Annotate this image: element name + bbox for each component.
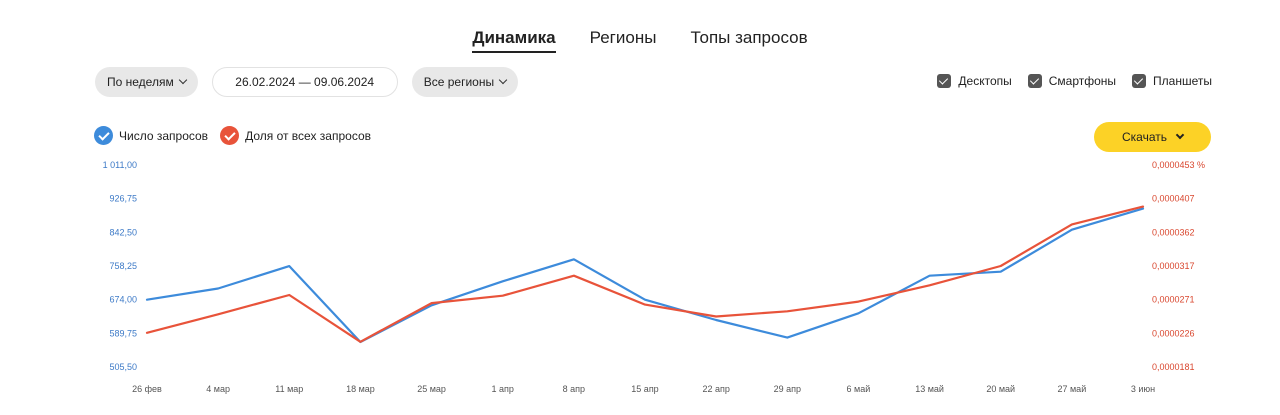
x-tick-label: 15 апр — [631, 384, 658, 394]
y-left-tick-label: 758,25 — [109, 261, 137, 271]
legend-query-share[interactable]: Доля от всех запросов — [220, 126, 371, 145]
x-tick-label: 8 апр — [563, 384, 585, 394]
y-right-tick-label: 0,0000362 — [1152, 227, 1195, 237]
tab-top-queries[interactable]: Топы запросов — [690, 28, 808, 47]
y-right-tick-label: 0,0000226 — [1152, 328, 1195, 338]
checkbox-checked-icon — [937, 74, 952, 88]
series-line-query-share — [145, 205, 1145, 343]
regions-select[interactable]: Все регионы — [411, 67, 519, 97]
x-tick-label: 6 май — [847, 384, 871, 394]
y-right-tick-label: 0,0000181 — [1152, 362, 1195, 372]
x-tick-label: 22 апр — [702, 384, 729, 394]
filter-controls: По неделям 26.02.2024 — 09.06.2024 Все р… — [95, 67, 519, 97]
device-desktop-checkbox[interactable]: Десктопы — [937, 74, 1012, 88]
tab-dynamics[interactable]: Динамика — [472, 28, 556, 53]
x-tick-label: 4 мар — [206, 384, 230, 394]
x-tick-label: 29 апр — [774, 384, 801, 394]
y-left-tick-label: 842,50 — [109, 227, 137, 237]
x-tick-label: 26 фев — [132, 384, 162, 394]
device-filters: Десктопы Смартфоны Планшеты — [937, 74, 1212, 88]
legend-query-count[interactable]: Число запросов — [94, 126, 208, 145]
y-right-tick-label: 0,0000317 — [1152, 261, 1195, 271]
download-button-label: Скачать — [1122, 130, 1167, 144]
device-smartphone-checkbox[interactable]: Смартфоны — [1027, 74, 1117, 88]
y-left-tick-label: 926,75 — [109, 194, 137, 204]
y-right-tick-label: 0,0000271 — [1152, 295, 1195, 305]
y-left-tick-label: 1 011,00 — [103, 160, 137, 170]
check-circle-icon — [220, 126, 240, 145]
device-tablet-label: Планшеты — [1153, 74, 1212, 88]
device-tablet-checkbox[interactable]: Планшеты — [1132, 74, 1212, 88]
checkbox-checked-icon — [1132, 74, 1147, 88]
series-line-query-count — [145, 207, 1145, 344]
check-circle-icon — [94, 126, 113, 145]
x-tick-label: 18 мар — [346, 384, 375, 394]
x-tick-label: 3 июн — [1131, 384, 1155, 394]
tab-regions[interactable]: Регионы — [589, 28, 657, 47]
y-left-tick-label: 589,75 — [109, 328, 137, 338]
x-tick-label: 13 май — [915, 384, 944, 394]
legend-query-share-label: Доля от всех запросов — [245, 128, 371, 143]
x-tick-label: 25 мар — [417, 384, 446, 394]
legend-query-count-label: Число запросов — [119, 128, 209, 143]
tabs: Динамика Регионы Топы запросов — [0, 28, 1280, 53]
device-smartphone-label: Смартфоны — [1048, 74, 1117, 88]
x-tick-label: 20 май — [986, 384, 1015, 394]
date-range-picker[interactable]: 26.02.2024 — 09.06.2024 — [211, 67, 398, 97]
regions-select-label: Все регионы — [423, 75, 495, 89]
y-left-tick-label: 505,50 — [109, 362, 137, 372]
download-button[interactable]: Скачать — [1094, 122, 1211, 152]
y-left-tick-label: 674,00 — [109, 295, 137, 305]
chart-legend: Число запросов Доля от всех запросов — [94, 126, 371, 145]
y-right-tick-label: 0,0000453 % — [1152, 160, 1205, 170]
checkbox-checked-icon — [1027, 74, 1042, 88]
period-select-label: По неделям — [107, 75, 174, 89]
device-desktop-label: Десктопы — [958, 74, 1012, 88]
date-range-label: 26.02.2024 — 09.06.2024 — [235, 75, 375, 89]
y-right-tick-label: 0,0000407 — [1152, 194, 1195, 204]
x-tick-label: 27 май — [1057, 384, 1086, 394]
period-select[interactable]: По неделям — [95, 67, 198, 97]
x-tick-label: 1 апр — [492, 384, 514, 394]
x-tick-label: 11 мар — [275, 384, 303, 394]
